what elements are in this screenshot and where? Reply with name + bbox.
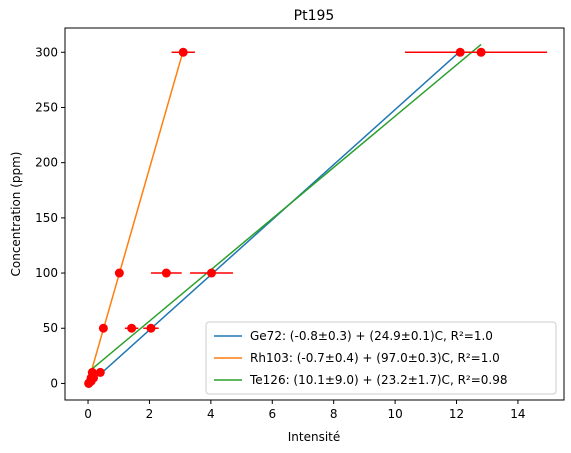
x-tick-label: 14 (510, 407, 525, 421)
x-tick-label: 8 (330, 407, 338, 421)
x-tick-label: 6 (268, 407, 276, 421)
legend-label-0: Ge72: (-0.8±0.3) + (24.9±0.1)C, R²=1.0 (250, 329, 493, 343)
data-point-13 (179, 48, 188, 57)
y-tick-label: 0 (50, 376, 58, 390)
x-tick-label: 0 (84, 407, 92, 421)
chart-title: Pt195 (294, 8, 335, 24)
data-point-11 (162, 269, 171, 278)
x-tick-label: 12 (449, 407, 464, 421)
legend: Ge72: (-0.8±0.3) + (24.9±0.1)C, R²=1.0 Rh… (206, 322, 556, 394)
x-tick-label: 10 (387, 407, 402, 421)
y-tick-label: 200 (35, 156, 58, 170)
data-point-10 (115, 269, 124, 278)
data-point-15 (477, 48, 486, 57)
x-tick-label: 4 (207, 407, 215, 421)
y-axis-label: Concentration (ppm) (9, 152, 23, 277)
y-tick-label: 250 (35, 100, 58, 114)
x-axis-label: Intensité (288, 430, 341, 444)
data-point-12 (207, 269, 216, 278)
legend-label-1: Rh103: (-0.7±0.4) + (97.0±0.3)C, R²=1.0 (250, 351, 500, 365)
y-axis: 0 50 100 150 200 250 300 (35, 45, 65, 390)
y-tick-label: 150 (35, 211, 58, 225)
data-point-8 (127, 324, 136, 333)
x-axis: 0 2 4 6 8 10 12 14 (84, 400, 525, 421)
x-tick-label: 2 (146, 407, 154, 421)
data-point-5 (88, 368, 97, 377)
y-tick-label: 50 (43, 321, 58, 335)
data-point-7 (99, 324, 108, 333)
data-point-9 (146, 324, 155, 333)
legend-label-2: Te126: (10.1±9.0) + (23.2±1.7)C, R²=0.98 (249, 373, 508, 387)
data-point-6 (96, 368, 105, 377)
y-tick-label: 100 (35, 266, 58, 280)
y-tick-label: 300 (35, 45, 58, 59)
